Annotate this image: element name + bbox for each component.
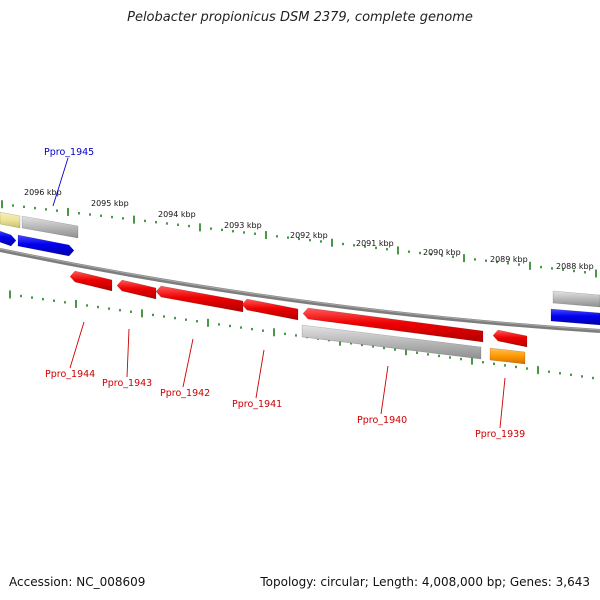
pointer-line-ppro-1943 (126, 328, 130, 378)
scale-label: 2090 kbp (423, 248, 461, 257)
pointer-line-ppro-1944 (69, 321, 85, 369)
cds-red-ppro-1942 (155, 285, 244, 313)
cds-blue-ppro-1945 (17, 234, 75, 257)
gene-grey-right (552, 290, 600, 308)
cds-red-ppro-1941 (241, 298, 299, 321)
gene-label-ppro-1944[interactable]: Ppro_1944 (45, 369, 95, 380)
pointer-line-ppro-1941 (255, 349, 265, 399)
gene-label-ppro-1941[interactable]: Ppro_1941 (232, 399, 282, 410)
genome-backbone (0, 248, 600, 333)
cds-red-ppro-1939 (492, 329, 528, 348)
scale-label: 2092 kbp (290, 231, 328, 240)
gene-label-ppro-1943[interactable]: Ppro_1943 (102, 378, 152, 389)
scale-ticks (1, 200, 597, 380)
scale-label: 2094 kbp (158, 210, 196, 219)
feature-orange-ppro-1939 (489, 347, 526, 365)
gene-label-ppro-1945[interactable]: Ppro_1945 (44, 147, 94, 158)
pointer-line-ppro-1945 (52, 157, 69, 207)
scale-label: 2091 kbp (356, 239, 394, 248)
accession-text: Accession: NC_008609 (9, 575, 146, 589)
scale-labels: 2096 kbp 2095 kbp 2094 kbp 2093 kbp 2092 kbp… (24, 188, 594, 271)
gene-features (0, 211, 600, 365)
cds-red-ppro-1943 (116, 279, 157, 300)
scale-label: 2095 kbp (91, 199, 129, 208)
cds-red-ppro-1940 (302, 307, 484, 343)
feature-yellow (0, 211, 21, 229)
pointer-line-ppro-1939 (499, 377, 506, 429)
cds-red-ppro-1944 (69, 270, 113, 292)
gene-labels: Ppro_1945 Ppro_1944 Ppro_1943 Ppro_1942 Ppro… (44, 147, 525, 440)
pointer-line-ppro-1940 (380, 365, 389, 415)
genome-summary-text: Topology: circular; Length: 4,008,000 bp… (260, 575, 590, 589)
gene-label-ppro-1939[interactable]: Ppro_1939 (475, 429, 525, 440)
scale-label: 2096 kbp (24, 188, 62, 197)
gene-grey-upper-left (21, 215, 79, 239)
gene-grey-ppro-1940 (301, 324, 482, 360)
gene-label-ppro-1942[interactable]: Ppro_1942 (160, 388, 210, 399)
cds-blue-right (550, 308, 600, 326)
genome-backbone-highlight (0, 248, 600, 331)
scale-label: 2093 kbp (224, 221, 262, 230)
scale-label: 2089 kbp (490, 255, 528, 264)
pointer-line-ppro-1942 (182, 338, 194, 388)
scale-label: 2088 kbp (556, 262, 594, 271)
map-title: Pelobacter propionicus DSM 2379, complet… (127, 10, 473, 25)
gene-label-ppro-1940[interactable]: Ppro_1940 (357, 415, 407, 426)
cds-blue-left (0, 230, 17, 247)
